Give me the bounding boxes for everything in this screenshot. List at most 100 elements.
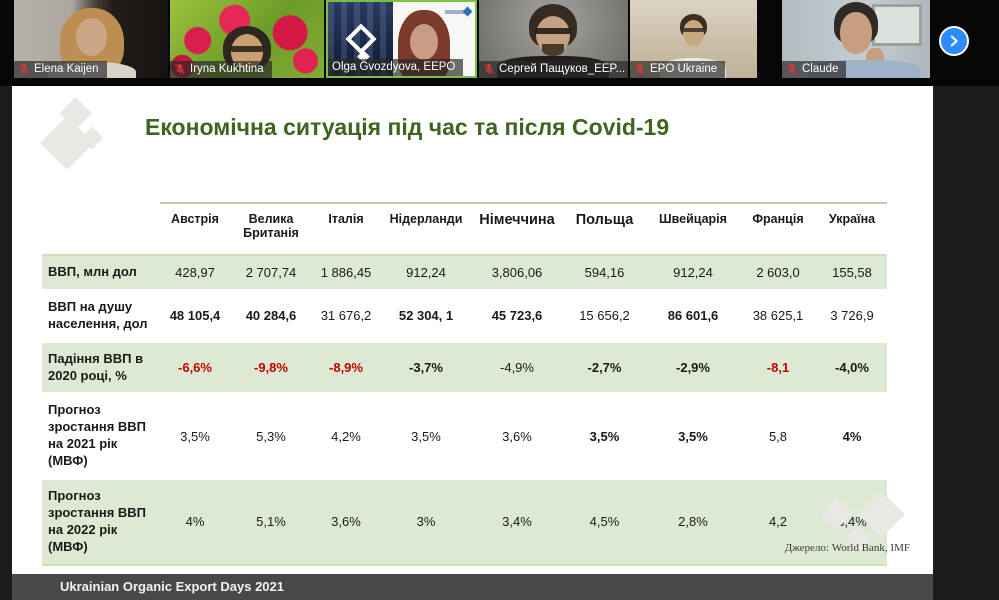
table-row: Падіння ВВП в 2020 році, % -6,6% -9,8% -8,9… xyxy=(42,341,887,394)
column-header: Велика Британія xyxy=(230,202,312,255)
participant-name: EPO Ukraine xyxy=(650,63,718,75)
video-tile-iryna-kukhtina[interactable]: Iryna Kukhtina xyxy=(170,0,324,78)
table-cell: 3 726,9 xyxy=(830,308,874,324)
table-row: Прогноз зростання ВВП на 2021 рік (МВФ) 3… xyxy=(42,393,887,479)
table-cell: -8,1 xyxy=(766,360,790,376)
table-cell: 4,2% xyxy=(331,428,361,444)
participant-name: Claude xyxy=(802,63,839,75)
column-header: Франція xyxy=(739,202,817,255)
table-cell: -8,9% xyxy=(329,360,363,376)
table-cell: 5,3% xyxy=(256,428,286,444)
table-cell: 3,5% xyxy=(678,428,708,444)
slide-title: Економічна ситуація під час та після Cov… xyxy=(145,114,670,140)
row-label: Прогноз зростання ВВП на 2021 рік (МВФ) xyxy=(48,402,147,469)
participant-name-tag: Elena Kaijen xyxy=(14,61,107,78)
next-participants-button[interactable] xyxy=(939,26,969,56)
column-header: Австрія xyxy=(160,202,230,255)
table-cell: 52 304, 1 xyxy=(398,308,454,324)
row-label: Падіння ВВП в 2020 році, % xyxy=(48,350,144,383)
participant-name: Сергей Пащуков_EEP... xyxy=(499,63,626,75)
column-header: Україна xyxy=(817,202,887,255)
video-tile-elena-kaijen[interactable]: Elena Kaijen xyxy=(14,0,168,78)
picture-frame xyxy=(872,4,922,46)
table-cell: 31 676,2 xyxy=(320,308,372,324)
table-cell: 155,58 xyxy=(832,264,872,280)
row-label: ВВП на душу населення, дол xyxy=(48,298,148,331)
participant-name: Iryna Kukhtina xyxy=(190,63,264,75)
slide-footer-bar: Ukrainian Organic Export Days 2021 xyxy=(12,574,933,600)
table-cell: -2,9% xyxy=(676,360,710,376)
table-cell: 15 656,2 xyxy=(579,308,630,324)
video-tile-epo-ukraine[interactable]: EPO Ukraine xyxy=(630,0,757,78)
data-source-note: Джерело: World Bank, IMF xyxy=(784,542,910,554)
row-label: Прогноз зростання ВВП на 2022 рік (МВФ) xyxy=(48,488,147,554)
column-header: Швейцарія xyxy=(647,202,739,255)
table-cell: 40 284,6 xyxy=(245,308,297,324)
table-cell: 45 723,6 xyxy=(491,308,543,324)
table-cell: -3,7% xyxy=(409,360,443,376)
table-cell: 3,5% xyxy=(180,428,210,444)
table-cell: 4% xyxy=(842,428,862,444)
table-cell: 2,8% xyxy=(678,514,708,530)
muted-mic-icon xyxy=(635,63,645,74)
table-cell: 3,5% xyxy=(411,428,441,444)
video-tile-sergey-pashchukov[interactable]: Сергей Пащуков_EEP... xyxy=(479,0,628,78)
table-cell: 86 601,6 xyxy=(667,308,719,324)
table-cell: 2 603,0 xyxy=(756,264,800,280)
muted-mic-icon xyxy=(19,63,29,74)
column-header: Італія xyxy=(312,202,380,255)
table-row: ВВП, млн дол 428,97 2 707,74 1 886,45 912,24… xyxy=(42,255,887,290)
table-body: ВВП, млн дол 428,97 2 707,74 1 886,45 912,24… xyxy=(42,255,887,565)
column-header: Німеччина xyxy=(472,202,562,255)
participant-name-tag: Olga Gvozdyova, EEPO xyxy=(328,59,464,76)
muted-mic-icon xyxy=(175,63,185,74)
table-cell: 3,4% xyxy=(502,514,532,530)
table-cell: 2 707,74 xyxy=(245,264,297,280)
table-cell: -6,6% xyxy=(178,360,212,376)
participant-name-tag: Claude xyxy=(782,61,847,78)
table-cell: 594,16 xyxy=(584,264,625,280)
table-cell: -2,7% xyxy=(587,360,622,376)
table-cell: -4,9% xyxy=(500,360,534,376)
video-strip: Elena Kaijen Iryna Kukhtina xyxy=(0,0,999,86)
table-cell: 3,806,06 xyxy=(491,264,543,280)
table-cell: 3,6% xyxy=(331,514,361,530)
table-corner-cell xyxy=(42,203,160,255)
table-cell: 4% xyxy=(185,514,205,530)
table-cell: 3,5% xyxy=(589,428,620,444)
video-tile-claude[interactable]: Claude xyxy=(782,0,930,78)
table-row: ВВП на душу населення, дол 48 105,4 40 284… xyxy=(42,289,887,342)
footer-text: Ukrainian Organic Export Days 2021 xyxy=(60,579,284,594)
muted-mic-icon xyxy=(484,63,494,74)
participant-name: Elena Kaijen xyxy=(34,63,99,75)
table-cell: 4,2 xyxy=(768,514,788,530)
table-cell: -9,8% xyxy=(254,360,288,376)
column-header: Нідерланди xyxy=(380,202,472,255)
column-header: Польща xyxy=(562,202,647,255)
table-cell: 48 105,4 xyxy=(169,308,221,324)
table-cell: 1 886,45 xyxy=(320,264,372,280)
chevron-right-icon xyxy=(950,35,958,47)
table-cell: -4,0% xyxy=(835,360,869,376)
participant-name-tag: Сергей Пащуков_EEP... xyxy=(479,61,628,78)
diamond-logo-icon xyxy=(345,23,377,55)
table-cell: 38 625,1 xyxy=(752,308,804,324)
table-cell: 3,6% xyxy=(502,428,532,444)
table-row: Прогноз зростання ВВП на 2022 рік (МВФ) 4… xyxy=(42,479,887,565)
table-cell: 912,24 xyxy=(406,264,446,280)
table-cell: 5,8 xyxy=(768,428,788,444)
table-cell: 5,1% xyxy=(256,514,286,530)
table-cell: 3% xyxy=(416,514,436,530)
table-header-row: Австрія Велика Британія Італія Нідерланди Ні… xyxy=(42,202,887,255)
table-cell: 4,5% xyxy=(589,514,620,530)
economic-data-table: Австрія Велика Британія Італія Нідерланди Ні… xyxy=(42,202,887,566)
presentation-slide: Економічна ситуація під час та після Cov… xyxy=(12,86,933,574)
participant-name-tag: EPO Ukraine xyxy=(630,61,726,78)
video-tile-olga-gvozdyova-active-speaker[interactable]: Olga Gvozdyova, EEPO xyxy=(326,0,477,78)
table-cell: 428,97 xyxy=(175,264,215,280)
table-cell: 912,24 xyxy=(673,264,713,280)
muted-mic-icon xyxy=(787,63,797,74)
participant-name: Olga Gvozdyova, EEPO xyxy=(332,61,456,73)
participant-name-tag: Iryna Kukhtina xyxy=(170,61,272,78)
